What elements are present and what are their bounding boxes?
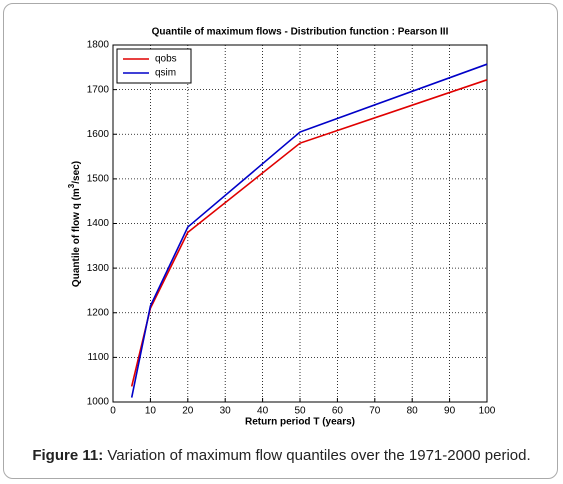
x-tick-label: 60 xyxy=(332,406,344,417)
y-label-part: /sec) xyxy=(71,161,82,184)
caption: Figure 11: Variation of maximum flow qua… xyxy=(0,447,563,464)
y-tick-label: 1600 xyxy=(87,129,110,140)
x-tick-label: 90 xyxy=(444,406,456,417)
caption-text: Variation of maximum flow quantiles over… xyxy=(107,447,531,464)
frame xyxy=(3,3,558,479)
y-axis-label: Quantile of flow q (m3/sec) xyxy=(67,161,82,287)
legend-label: qsim xyxy=(155,68,176,79)
x-tick-label: 70 xyxy=(369,406,381,417)
chart: Quantile of maximum flows - Distribution… xyxy=(67,27,496,428)
x-tick-label: 100 xyxy=(479,406,496,417)
axes-box xyxy=(112,44,488,403)
x-axis-label: Return period T (years) xyxy=(245,417,355,428)
y-label-part: Quantile of flow q (m xyxy=(71,188,82,287)
x-tick-label: 10 xyxy=(145,406,157,417)
y-tick-label: 1100 xyxy=(87,352,109,363)
y-tick-label: 1700 xyxy=(87,84,110,95)
chart-title: Quantile of maximum flows - Distribution… xyxy=(152,27,449,38)
caption-label: Figure 11: xyxy=(32,447,104,464)
y-tick-label: 1500 xyxy=(87,174,110,185)
x-tick-label: 0 xyxy=(110,406,116,417)
series-line xyxy=(130,63,488,398)
x-tick-label: 50 xyxy=(294,406,306,417)
x-tick-label: 20 xyxy=(182,406,194,417)
legend-label: qobs xyxy=(155,54,177,65)
x-tick-label: 40 xyxy=(257,406,269,417)
y-tick-label: 1800 xyxy=(87,40,110,51)
y-label-sup: 3 xyxy=(67,183,76,188)
y-tick-label: 1200 xyxy=(87,307,110,318)
x-tick-label: 30 xyxy=(220,406,232,417)
x-tick-label: 80 xyxy=(407,406,419,417)
y-tick-label: 1400 xyxy=(87,218,110,229)
y-tick-label: 1300 xyxy=(87,263,110,274)
legend-box xyxy=(116,48,192,84)
y-tick-label: 1000 xyxy=(87,397,110,408)
